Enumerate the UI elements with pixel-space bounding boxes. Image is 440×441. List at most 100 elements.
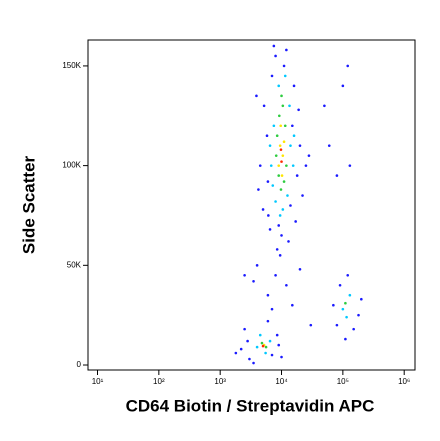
point [295,174,299,177]
point [291,124,294,128]
point [286,194,289,197]
point [297,108,300,112]
point [287,240,290,243]
point [277,164,281,167]
point [288,104,291,108]
point [298,268,302,271]
point [275,333,279,337]
point [291,164,295,167]
point [255,264,259,267]
point [309,323,313,327]
point [274,200,277,203]
point [234,351,238,355]
point [266,319,270,323]
point [278,214,282,217]
point [268,144,272,147]
point [346,64,350,68]
point [280,234,283,237]
point [271,184,275,187]
point [291,303,294,307]
y-tick-label: 100K [62,161,81,170]
y-tick-label: 150K [62,61,81,70]
x-axis-title: CD64 Biotin / Streptavidin APC [126,396,375,415]
point [327,144,331,147]
point [261,344,265,348]
point [270,74,274,78]
point [277,114,281,118]
x-tick-label: 10² [153,377,165,386]
x-tick-label: 10¹ [92,377,104,386]
point [252,361,255,365]
point [258,164,262,167]
point [272,124,276,128]
point [275,248,279,251]
point [274,154,278,157]
point [258,333,262,337]
point [289,144,292,147]
point [335,174,339,177]
point [274,54,277,58]
point [278,254,282,257]
point [280,94,283,98]
point [348,164,352,167]
point [301,194,304,197]
x-tick-label: 10⁵ [337,377,349,386]
point [270,307,274,311]
point [277,84,281,88]
point [279,124,283,128]
point [255,94,258,98]
point [279,148,283,151]
point [243,273,246,277]
point [277,224,281,227]
point [348,293,352,297]
point [346,273,350,277]
point [345,315,348,319]
point [341,307,345,311]
point [352,327,355,331]
point [335,323,339,327]
point [243,327,246,331]
point [298,144,302,147]
point [277,174,281,177]
point [282,140,286,143]
point [272,44,276,48]
point [280,160,283,163]
plot-frame [87,39,416,371]
point [278,144,282,147]
point [266,180,270,183]
point [269,164,273,167]
point [281,208,285,211]
point [239,347,243,351]
point [264,351,267,355]
point [257,188,260,191]
point [267,214,270,217]
point [281,104,285,108]
point [252,279,255,283]
point [265,134,269,138]
point [282,180,286,183]
point [283,74,287,78]
point [261,208,265,211]
point [360,297,363,301]
x-tick-label: 10⁴ [275,377,288,386]
point [264,345,268,349]
point [274,273,277,277]
point [275,134,279,138]
point [357,313,360,317]
point [304,164,308,167]
point [280,174,284,177]
point [268,339,272,343]
point [285,283,288,287]
point [307,154,311,157]
point [266,293,270,297]
point [248,357,251,361]
point [277,343,281,347]
point [344,337,347,341]
point [260,341,264,345]
point [262,104,266,108]
point [292,84,296,88]
point [341,84,345,88]
y-tick-label: 0 [77,360,82,369]
point [282,64,286,68]
